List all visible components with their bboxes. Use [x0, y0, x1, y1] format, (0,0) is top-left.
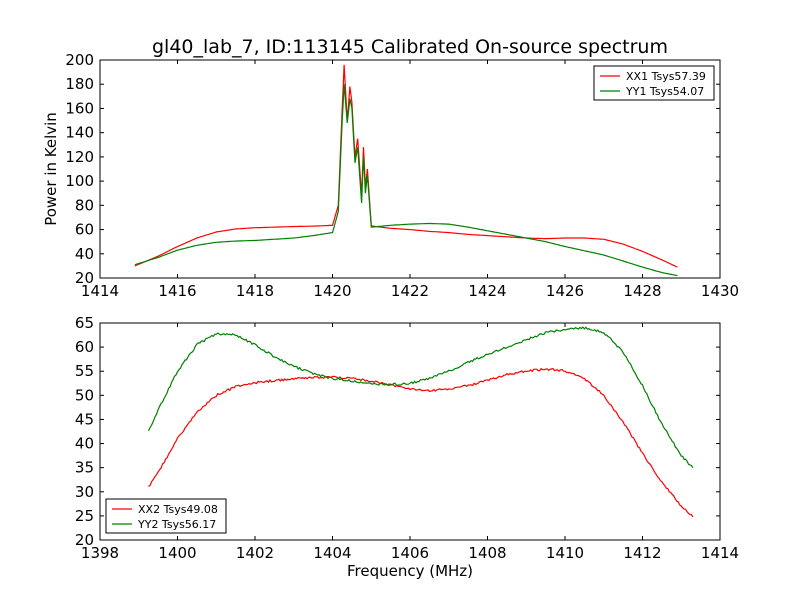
- y-axis-label: Power in Kelvin: [42, 112, 60, 226]
- x-tick-label: 1398: [81, 544, 119, 562]
- x-tick-label: 1414: [701, 544, 739, 562]
- y-tick-label: 180: [65, 75, 94, 93]
- x-tick-label: 1410: [546, 544, 584, 562]
- legend-box: [105, 498, 227, 534]
- x-tick-label: 1412: [623, 544, 661, 562]
- x-tick-label: 1400: [158, 544, 196, 562]
- x-tick-label: 1428: [623, 282, 661, 300]
- x-tick-label: 1424: [468, 282, 506, 300]
- legend-box: [593, 65, 715, 101]
- series-line-1-2: [134, 84, 678, 277]
- y-tick-label: 200: [65, 51, 94, 69]
- x-tick-label: 1408: [468, 544, 506, 562]
- y-tick-label: 120: [65, 148, 94, 166]
- y-tick-label: 50: [75, 386, 94, 404]
- spectrum-plot-bottom: 1398 1400 1402 1404 1406 1408 1410 1412 1414 20 25…: [75, 314, 739, 580]
- x-tick-label: 1418: [236, 282, 274, 300]
- x-tick-label: 1402: [236, 544, 274, 562]
- y-tick-label: 20: [75, 531, 94, 549]
- x-tick-label: 1422: [391, 282, 429, 300]
- legend-label: YY2 Tsys56.17: [137, 518, 216, 531]
- y-tick-label: 60: [75, 221, 94, 239]
- legend-label: XX1 Tsys57.39: [626, 70, 706, 83]
- x-tick-label: 1416: [158, 282, 196, 300]
- y-tick-label: 35: [75, 459, 94, 477]
- x-tick-label: 1420: [313, 282, 351, 300]
- legend: XX1 Tsys57.39 YY1 Tsys54.07: [593, 65, 715, 101]
- y-tick-label: 55: [75, 362, 94, 380]
- x-tick-label: 1426: [546, 282, 584, 300]
- y-tick-label: 20: [75, 269, 94, 287]
- spectrum-plot-top: 1414 1416 1418 1420 1422 1424 1426 1428 1430 20 40…: [42, 51, 739, 300]
- y-tick-label: 45: [75, 410, 94, 428]
- y-tick-label: 40: [75, 245, 94, 263]
- chart-title: gl40_lab_7, ID:113145 Calibrated On-sour…: [152, 36, 668, 58]
- series-line-2-1: [148, 367, 694, 518]
- y-tick-label: 160: [65, 99, 94, 117]
- y-tick-label: 60: [75, 338, 94, 356]
- y-tick-label: 40: [75, 435, 94, 453]
- legend: XX2 Tsys49.08 YY2 Tsys56.17: [105, 498, 227, 534]
- x-tick-label: 1430: [701, 282, 739, 300]
- legend-label: XX2 Tsys49.08: [138, 503, 218, 516]
- x-tick-label: 1406: [391, 544, 429, 562]
- y-tick-label: 65: [75, 314, 94, 332]
- y-tick-label: 140: [65, 124, 94, 142]
- series-line-1-1: [134, 64, 678, 268]
- legend-label: YY1 Tsys54.07: [625, 85, 704, 98]
- y-tick-label: 80: [75, 196, 94, 214]
- x-axis-label: Frequency (MHz): [347, 562, 473, 580]
- y-tick-label: 100: [65, 172, 94, 190]
- y-tick-label: 25: [75, 507, 94, 525]
- x-tick-label: 1414: [81, 282, 119, 300]
- y-tick-label: 30: [75, 483, 94, 501]
- x-tick-label: 1404: [313, 544, 351, 562]
- series-line-2-2: [147, 326, 694, 469]
